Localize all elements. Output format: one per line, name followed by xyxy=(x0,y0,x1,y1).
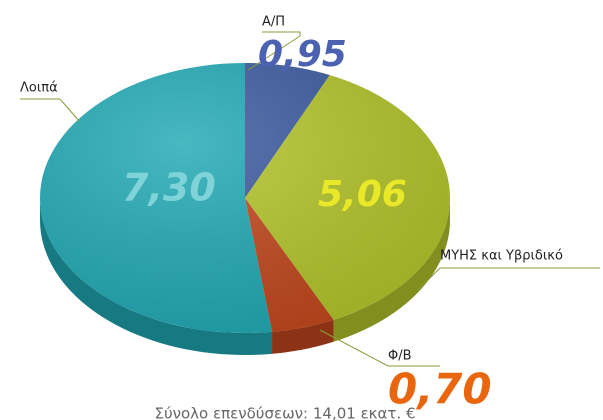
category-label: Α/Π xyxy=(262,15,285,30)
value-label: 0,70 xyxy=(388,365,492,414)
value-label: 7,30 xyxy=(122,166,216,210)
category-label: Λοιπά xyxy=(20,81,58,96)
leader-line xyxy=(59,98,81,123)
leader-line xyxy=(247,35,301,71)
pie-slice-side xyxy=(333,198,450,342)
pie-shine xyxy=(40,63,450,333)
pie-slice-side xyxy=(272,319,334,354)
value-label: 0,95 xyxy=(258,34,347,75)
leader-line xyxy=(319,329,389,367)
leader-line xyxy=(262,31,301,36)
category-label: ΜΥΗΣ και Υβριδικό xyxy=(440,249,563,264)
leader-line xyxy=(417,267,441,291)
pie-slice-side xyxy=(40,198,273,355)
value-label: 5,06 xyxy=(318,174,407,215)
footnote: Σύνολο επενδύσεων: 14,01 εκατ. € xyxy=(154,405,415,420)
category-label: Φ/Β xyxy=(388,349,412,364)
